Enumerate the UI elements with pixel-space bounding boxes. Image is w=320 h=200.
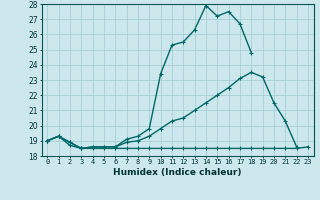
X-axis label: Humidex (Indice chaleur): Humidex (Indice chaleur) (113, 168, 242, 177)
